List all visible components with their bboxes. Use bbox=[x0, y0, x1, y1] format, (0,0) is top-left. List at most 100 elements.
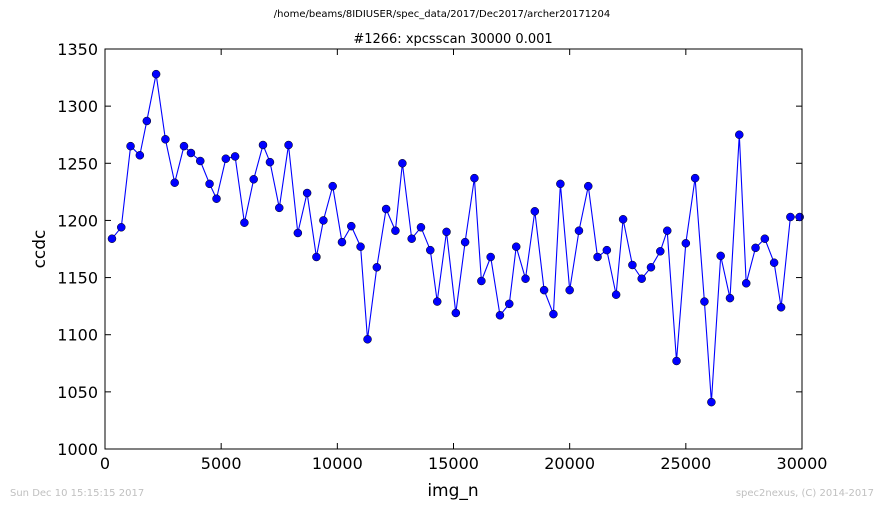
data-point bbox=[584, 181, 593, 191]
x-tick-label: 15000 bbox=[428, 454, 479, 473]
data-point bbox=[126, 141, 135, 151]
data-point bbox=[161, 135, 170, 144]
data-point bbox=[470, 173, 479, 183]
y-tick-label: 1250 bbox=[57, 154, 98, 173]
data-point bbox=[107, 234, 117, 243]
data-point bbox=[716, 251, 725, 261]
data-point bbox=[302, 188, 312, 198]
data-point bbox=[293, 228, 303, 238]
x-tick-label: 20000 bbox=[544, 454, 595, 473]
data-point bbox=[407, 234, 416, 243]
data-point bbox=[672, 356, 681, 366]
data-point bbox=[258, 140, 268, 150]
data-point bbox=[486, 252, 495, 262]
series-line bbox=[111, 73, 800, 403]
data-point bbox=[337, 237, 347, 247]
data-point bbox=[451, 308, 461, 318]
data-point bbox=[275, 203, 284, 213]
data-point bbox=[363, 335, 372, 344]
data-point bbox=[221, 154, 231, 163]
data-point bbox=[690, 173, 700, 183]
x-axis-label: img_n bbox=[427, 481, 478, 501]
data-point bbox=[611, 290, 621, 299]
data-point bbox=[328, 181, 337, 191]
data-point bbox=[637, 274, 646, 283]
footer-credit: spec2nexus, (C) 2014-2017 bbox=[735, 488, 874, 499]
y-tick-label: 1000 bbox=[57, 440, 98, 459]
data-point bbox=[356, 242, 365, 251]
data-point bbox=[398, 159, 407, 168]
data-point bbox=[196, 156, 205, 166]
data-point bbox=[179, 141, 189, 151]
y-tick-label: 1300 bbox=[57, 97, 98, 116]
data-point bbox=[751, 243, 760, 253]
y-tick-label: 1350 bbox=[57, 40, 98, 59]
data-point bbox=[372, 263, 382, 272]
x-tick-label: 30000 bbox=[777, 454, 828, 473]
data-point bbox=[776, 303, 786, 312]
data-point bbox=[249, 175, 258, 184]
data-point bbox=[460, 237, 470, 247]
data-point bbox=[530, 207, 540, 216]
y-tick-label: 1200 bbox=[57, 211, 98, 230]
data-point bbox=[495, 311, 505, 320]
data-point bbox=[312, 252, 321, 262]
data-point bbox=[416, 223, 426, 232]
data-point bbox=[240, 218, 249, 227]
data-point bbox=[707, 397, 716, 407]
x-tick-label: 0 bbox=[100, 454, 110, 473]
data-point bbox=[521, 274, 530, 283]
data-line bbox=[111, 73, 800, 403]
data-point bbox=[142, 116, 152, 126]
footer-timestamp: Sun Dec 10 15:15:15 2017 bbox=[10, 488, 145, 499]
data-point bbox=[477, 276, 486, 286]
x-tick-label: 5000 bbox=[201, 454, 242, 473]
data-point bbox=[135, 151, 145, 160]
data-point bbox=[426, 245, 435, 255]
data-point bbox=[265, 157, 275, 167]
data-point bbox=[646, 263, 656, 272]
data-point bbox=[602, 245, 612, 255]
data-points bbox=[107, 69, 804, 407]
data-point bbox=[391, 226, 400, 235]
data-point bbox=[511, 242, 521, 251]
file-path-suptitle: /home/beams/8IDIUSER/spec_data/2017/Dec2… bbox=[273, 9, 611, 20]
data-point bbox=[319, 216, 328, 225]
data-point bbox=[549, 309, 558, 319]
data-point bbox=[741, 279, 751, 288]
x-tick-label: 10000 bbox=[312, 454, 363, 473]
data-point bbox=[347, 221, 356, 231]
data-point bbox=[442, 227, 451, 237]
y-axis-label: ccdc bbox=[30, 230, 50, 269]
data-point bbox=[186, 148, 196, 158]
y-tick-label: 1050 bbox=[57, 383, 98, 402]
data-point bbox=[539, 285, 549, 295]
data-point bbox=[681, 239, 691, 248]
data-point bbox=[151, 69, 161, 79]
x-tick-label: 25000 bbox=[660, 454, 711, 473]
data-point bbox=[170, 178, 179, 187]
data-point bbox=[593, 252, 602, 262]
data-point bbox=[725, 293, 735, 303]
data-point bbox=[786, 212, 795, 222]
data-point bbox=[735, 130, 744, 139]
y-tick-label: 1150 bbox=[57, 269, 98, 288]
data-point bbox=[117, 223, 126, 232]
data-point bbox=[760, 234, 770, 243]
plot-frame bbox=[104, 48, 803, 450]
data-point bbox=[432, 297, 442, 306]
data-point bbox=[205, 179, 214, 189]
data-point bbox=[505, 299, 514, 309]
data-point bbox=[556, 179, 565, 189]
axis-ticks: 0 5000 10000 15000 20000 25000 30000 1000 1050 11… bbox=[57, 40, 827, 473]
data-point bbox=[662, 226, 672, 235]
data-point bbox=[656, 247, 665, 256]
data-point bbox=[769, 258, 779, 267]
data-point bbox=[618, 215, 628, 224]
data-point bbox=[212, 194, 221, 203]
data-point bbox=[565, 285, 574, 295]
chart-title: #1266: xpcsscan 30000 0.001 bbox=[353, 32, 552, 47]
data-point bbox=[284, 140, 293, 150]
data-point bbox=[700, 297, 709, 306]
